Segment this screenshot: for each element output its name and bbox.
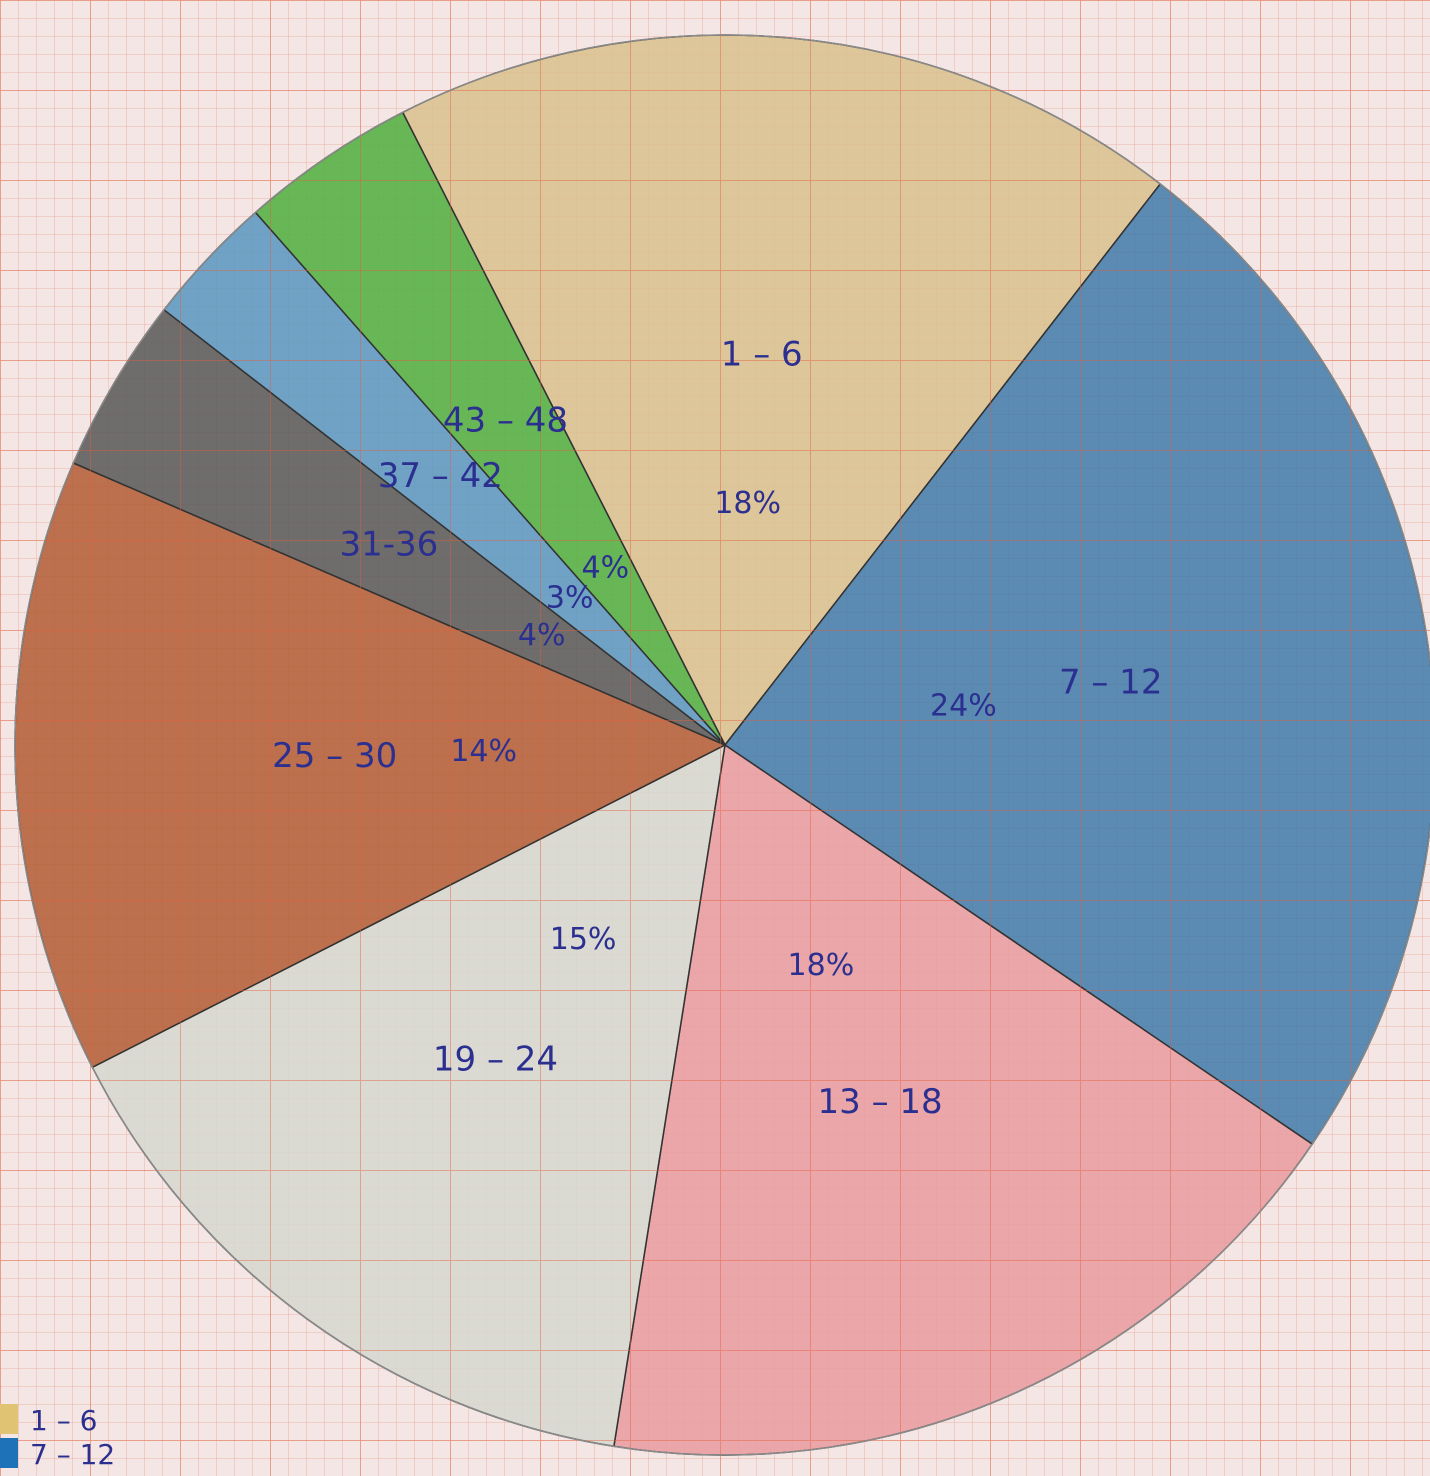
slice-percent-13-18: 18%	[788, 948, 855, 983]
slice-label-13-18: 13 – 18	[818, 1082, 943, 1122]
pie-labels: 1 – 6 18% 7 – 12 24% 13 – 18 18% 19 – 24 15% 25 …	[272, 335, 1162, 1122]
slice-label-31-36: 31-36	[340, 525, 439, 565]
slice-percent-19-24: 15%	[550, 922, 617, 957]
slice-percent-7-12: 24%	[930, 689, 997, 724]
slice-label-19-24: 19 – 24	[433, 1039, 558, 1079]
legend: 1 – 67 – 12	[0, 1404, 115, 1471]
legend-label-0: 1 – 6	[30, 1404, 97, 1437]
slice-percent-43-48: 4%	[582, 550, 630, 585]
legend-swatch-1	[0, 1438, 18, 1468]
slice-percent-25-30: 14%	[450, 734, 517, 769]
slice-label-7-12: 7 – 12	[1059, 662, 1163, 702]
legend-label-1: 7 – 12	[30, 1438, 115, 1471]
slice-percent-31-36: 4%	[518, 618, 566, 653]
slice-label-25-30: 25 – 30	[272, 736, 397, 776]
slice-percent-1-6: 18%	[714, 486, 781, 521]
pie-outline	[14, 34, 1430, 1456]
slice-percent-37-42: 3%	[546, 581, 594, 616]
legend-swatch-0	[0, 1404, 18, 1434]
pie-slices	[14, 34, 1430, 1456]
slice-label-43-48: 43 – 48	[443, 401, 568, 441]
slice-label-1-6: 1 – 6	[721, 335, 803, 375]
slice-label-37-42: 37 – 42	[378, 456, 503, 496]
